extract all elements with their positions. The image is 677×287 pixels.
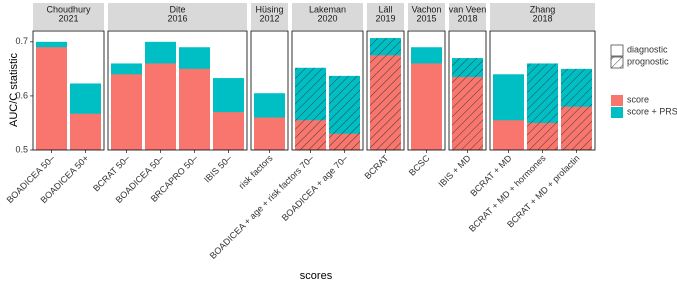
- legend-label: score: [627, 94, 649, 104]
- bar: [111, 74, 142, 150]
- strip: [367, 3, 404, 30]
- panel-border: [291, 30, 364, 151]
- x-tick-label: risk factors: [237, 153, 275, 191]
- bar: [179, 68, 210, 150]
- hatch: [527, 122, 558, 150]
- strip-label: 2018: [457, 13, 477, 23]
- legend-label: prognostic: [627, 56, 669, 66]
- y-tick-label: 0.6: [15, 90, 28, 100]
- bar: [411, 63, 442, 150]
- legend-key: [610, 44, 624, 57]
- panel-border: [448, 30, 487, 151]
- hatch: [329, 133, 360, 150]
- bar: [213, 112, 244, 150]
- strip-label: 2015: [416, 13, 436, 23]
- strip: [449, 3, 486, 30]
- panel-border: [366, 30, 405, 151]
- strip: [33, 3, 104, 30]
- bar: [493, 120, 524, 150]
- y-axis-title: AUC/C statistic: [8, 53, 20, 127]
- bar: [36, 47, 67, 150]
- hatch: [452, 76, 483, 150]
- strip: [408, 3, 445, 30]
- strip-label: Vachon: [412, 4, 442, 14]
- strip-label: Choudhury: [46, 4, 91, 14]
- strip-label: 2019: [375, 13, 395, 23]
- strip-label: Dite: [169, 4, 185, 14]
- strip: [490, 3, 595, 30]
- legend-key: [610, 56, 624, 69]
- x-tick-label: IBIS 50–: [202, 153, 233, 184]
- strip-label: 2020: [317, 13, 337, 23]
- strip-label: Lakeman: [309, 4, 346, 14]
- strip: [251, 3, 288, 30]
- strip: [108, 3, 247, 30]
- legend-key: [611, 95, 623, 106]
- hatch: [295, 120, 326, 150]
- strip-label: 2021: [58, 13, 78, 23]
- legend-key: [611, 107, 623, 118]
- x-tick-label: IBIS + MD: [436, 153, 473, 190]
- bar: [145, 63, 176, 150]
- bar: [70, 113, 101, 150]
- panel-border: [489, 30, 596, 151]
- panel-border: [407, 30, 446, 151]
- x-tick-label: BCRAT: [362, 153, 391, 182]
- x-axis-title: scores: [300, 270, 333, 282]
- bar: [254, 117, 285, 150]
- strip-label: 2016: [167, 13, 187, 23]
- panel-border: [250, 30, 289, 151]
- legend-label: score + PRS: [627, 106, 677, 116]
- x-tick-label: BCRAT + MD + prolactin: [505, 153, 582, 230]
- strip: [292, 3, 363, 30]
- hatch: [561, 106, 592, 150]
- strip-label: van Veen: [449, 4, 487, 14]
- panel-border: [107, 30, 248, 151]
- strip-label: 2018: [532, 13, 552, 23]
- panel-border: [32, 30, 105, 151]
- x-tick-label: BOADICEA + age 70–: [280, 153, 350, 223]
- strip-label: Läll: [378, 4, 392, 14]
- y-tick-label: 0.5: [15, 144, 28, 154]
- x-tick-label: BCSC: [407, 153, 432, 178]
- strip-label: Hüsing: [255, 4, 283, 14]
- strip-label: Zhang: [530, 4, 556, 14]
- hatch: [370, 55, 401, 150]
- y-tick-label: 0.7: [15, 36, 28, 46]
- legend-label: diagnostic: [627, 44, 668, 54]
- strip-label: 2012: [259, 13, 279, 23]
